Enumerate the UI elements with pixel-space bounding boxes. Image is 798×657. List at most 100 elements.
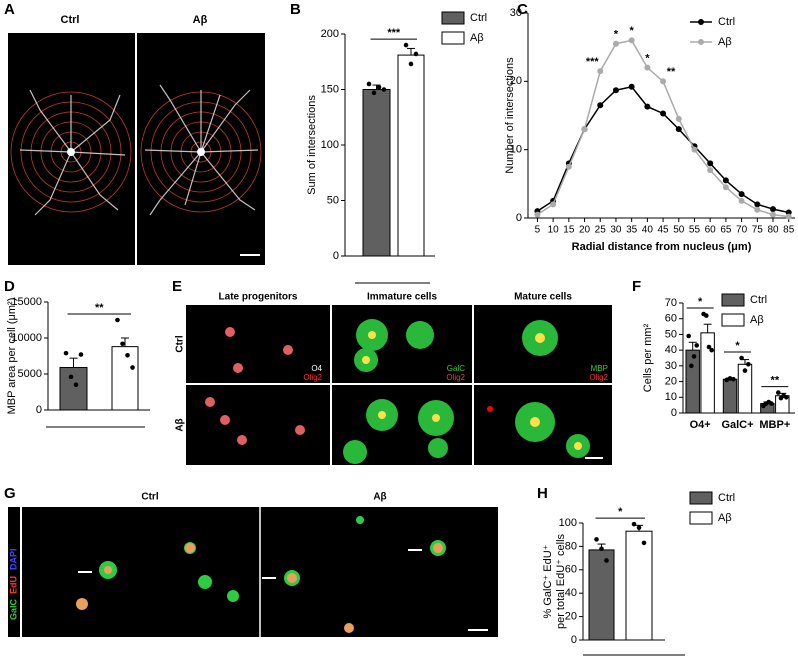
y-tick-label: 30 <box>510 7 522 19</box>
column-header: Late progenitors <box>219 292 298 303</box>
marker <box>770 206 777 213</box>
channel-label: MBP <box>591 364 608 373</box>
x-tick-label: 25 <box>595 225 607 236</box>
x-tick-label: 65 <box>720 225 732 236</box>
marker <box>785 209 792 216</box>
data-point <box>594 537 599 542</box>
marker <box>612 87 619 94</box>
marker <box>738 197 745 204</box>
row-label: Ctrl <box>175 335 186 352</box>
marker <box>612 40 619 47</box>
y-axis-label: Cells per mm² <box>642 323 654 392</box>
y-tick-label: 50 <box>665 328 677 340</box>
significance-label: ** <box>667 66 676 78</box>
legend-label: Ctrl <box>718 16 735 28</box>
x-tick-label: 60 <box>705 225 717 236</box>
row-label: Aβ <box>175 418 186 431</box>
bar <box>362 89 391 257</box>
marker <box>770 211 777 218</box>
data-point <box>78 352 84 357</box>
y-tick-label: 50 <box>327 194 339 206</box>
marker <box>754 206 761 213</box>
x-tick-label: 15 <box>563 225 575 236</box>
bar <box>59 367 88 411</box>
marker <box>565 163 572 170</box>
y-tick-label: 0 <box>333 250 339 262</box>
data-point <box>631 521 637 527</box>
y-tick-label: 200 <box>321 28 339 40</box>
data-point <box>130 365 135 370</box>
data-point <box>63 350 69 356</box>
y-tick-label: 40 <box>665 344 677 356</box>
data-point <box>68 374 74 380</box>
data-point <box>709 347 714 353</box>
y-tick-label: 80 <box>565 540 577 552</box>
channel-label: Olig2 <box>589 373 608 382</box>
y-tick-label: 5000 <box>18 368 42 380</box>
marker <box>691 146 698 153</box>
legend-swatch <box>698 39 704 45</box>
image-label: Ctrl <box>141 492 158 503</box>
y-tick-label: 0 <box>36 404 42 416</box>
channel-label: EdU <box>8 576 18 594</box>
y-tick-label: 10 <box>665 391 677 403</box>
channel-label: DAPI <box>8 548 18 570</box>
y-tick-label: 15000 <box>11 296 42 308</box>
data-point <box>775 390 781 395</box>
x-tick-label: 30 <box>610 225 622 236</box>
marker <box>660 110 667 117</box>
x-axis-label: Radial distance from nucleus (μm) <box>572 241 752 253</box>
marker <box>675 115 682 122</box>
image-label: Aβ <box>193 14 208 26</box>
data-point <box>706 344 712 350</box>
bar <box>625 530 653 641</box>
legend-label: Ctrl <box>470 12 487 24</box>
x-tick-label: 50 <box>673 225 685 236</box>
line <box>537 85 789 214</box>
y-tick-label: 0 <box>571 634 577 646</box>
x-tick-label: 5 <box>535 225 541 236</box>
y-tick-label: 100 <box>321 139 339 151</box>
bar <box>588 549 615 641</box>
x-tick-label: 70 <box>736 225 748 236</box>
data-point <box>371 90 377 96</box>
data-point <box>599 546 604 552</box>
panel-letter: E <box>172 278 182 295</box>
data-point <box>636 525 642 530</box>
x-tick-label: 85 <box>783 225 795 236</box>
panel-letter: A <box>4 1 15 18</box>
y-tick-label: 0 <box>671 407 677 419</box>
data-point <box>784 394 789 400</box>
panel-letter: F <box>632 278 641 295</box>
marker <box>597 102 604 109</box>
data-point <box>604 558 609 563</box>
data-point <box>366 81 372 87</box>
micrograph-e: Late progenitors Immature cells Mature c… <box>175 292 612 465</box>
y-axis-label: Number of intersections <box>504 57 516 174</box>
bar <box>700 332 715 414</box>
marker <box>707 167 714 174</box>
marker <box>597 68 604 75</box>
data-point <box>376 84 382 90</box>
legend-swatch <box>698 19 704 25</box>
data-point <box>739 355 744 361</box>
y-tick-label: 0 <box>516 212 522 224</box>
y-tick-label: 20 <box>665 375 677 387</box>
y-tick-label: 100 <box>559 517 577 529</box>
y-tick-label: 10000 <box>11 332 42 344</box>
significance-label: * <box>698 296 703 308</box>
significance-label: * <box>618 506 623 518</box>
panel-letter: H <box>537 485 548 502</box>
column-header: Immature cells <box>367 292 437 303</box>
data-point <box>413 51 419 57</box>
y-tick-label: 20 <box>510 75 522 87</box>
y-axis-label: % GalC⁺ EdU⁺ <box>542 544 554 618</box>
legend-swatch <box>441 11 465 25</box>
x-tick-label: 80 <box>767 225 779 236</box>
micrograph-g: Ctrl Aβ GalC EdU DAPI <box>8 492 498 637</box>
micrograph-a: Ctrl Aβ <box>8 14 265 265</box>
data-point <box>731 376 736 382</box>
bar <box>685 349 700 414</box>
x-tick-label: O4+ <box>690 419 711 431</box>
